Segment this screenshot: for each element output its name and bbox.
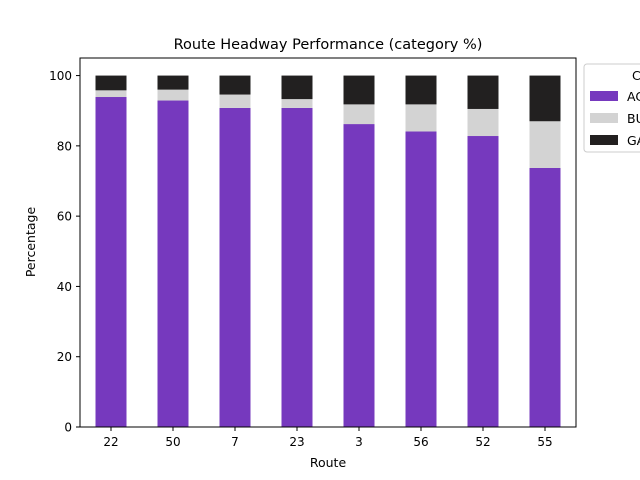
legend-frame — [583, 63, 640, 153]
legend-label-ac: AC — [627, 89, 640, 104]
x-tick-label: 22 — [103, 435, 118, 449]
y-tick-label: 100 — [49, 69, 72, 83]
x-tick-label: 50 — [165, 435, 180, 449]
y-tick-label: 60 — [57, 210, 72, 224]
x-tick-label: 56 — [413, 435, 428, 449]
legend-label-bu: BU — [627, 111, 640, 126]
legend-swatch-ac — [590, 91, 618, 101]
y-tick-label: 0 — [64, 421, 72, 435]
bar-7-bu — [219, 94, 251, 108]
x-tick-label: 52 — [475, 435, 490, 449]
bar-52-ga — [467, 75, 499, 109]
x-tick-label: 23 — [289, 435, 304, 449]
bar-22-bu — [95, 90, 127, 98]
bar-50-bu — [157, 89, 189, 101]
bar-3-ac — [343, 124, 375, 427]
legend-swatch-bu — [590, 113, 618, 123]
bar-7-ac — [219, 107, 251, 427]
bar-23-bu — [281, 99, 313, 108]
x-axis-label: Route — [310, 455, 347, 470]
bar-23-ac — [281, 107, 313, 427]
y-tick-label: 40 — [57, 280, 72, 294]
bar-7-ga — [219, 75, 251, 95]
bars-group — [95, 75, 561, 428]
bar-56-ga — [405, 75, 437, 105]
bar-50-ga — [157, 75, 189, 90]
y-axis-label: Percentage — [23, 207, 38, 278]
bar-55-ac — [529, 167, 561, 428]
bar-56-ac — [405, 131, 437, 427]
plot-frame — [79, 57, 577, 428]
x-tick-label: 3 — [355, 435, 363, 449]
bar-55-ga — [529, 75, 561, 122]
x-tick-label: 55 — [537, 435, 552, 449]
y-axis: 0 20 40 60 80 100 — [49, 69, 80, 435]
legend-label-ga: GA — [627, 133, 640, 148]
bar-52-ac — [467, 136, 499, 427]
bar-56-bu — [405, 104, 437, 132]
y-tick-label: 80 — [57, 139, 72, 153]
bar-50-ac — [157, 100, 189, 427]
bar-22-ga — [95, 75, 127, 91]
bar-3-bu — [343, 104, 375, 125]
bar-23-ga — [281, 75, 313, 100]
bar-52-bu — [467, 108, 499, 137]
legend-title: C — [632, 68, 640, 83]
bar-55-bu — [529, 121, 561, 168]
bar-22-ac — [95, 97, 127, 427]
chart-title: Route Headway Performance (category %) — [174, 37, 483, 53]
legend-swatch-ga — [590, 135, 618, 145]
x-axis: 22 50 7 23 3 56 52 55 — [103, 427, 553, 449]
legend: C AC BU GA — [583, 63, 640, 153]
x-tick-label: 7 — [231, 435, 239, 449]
bar-3-ga — [343, 75, 375, 105]
y-tick-label: 20 — [57, 350, 72, 364]
